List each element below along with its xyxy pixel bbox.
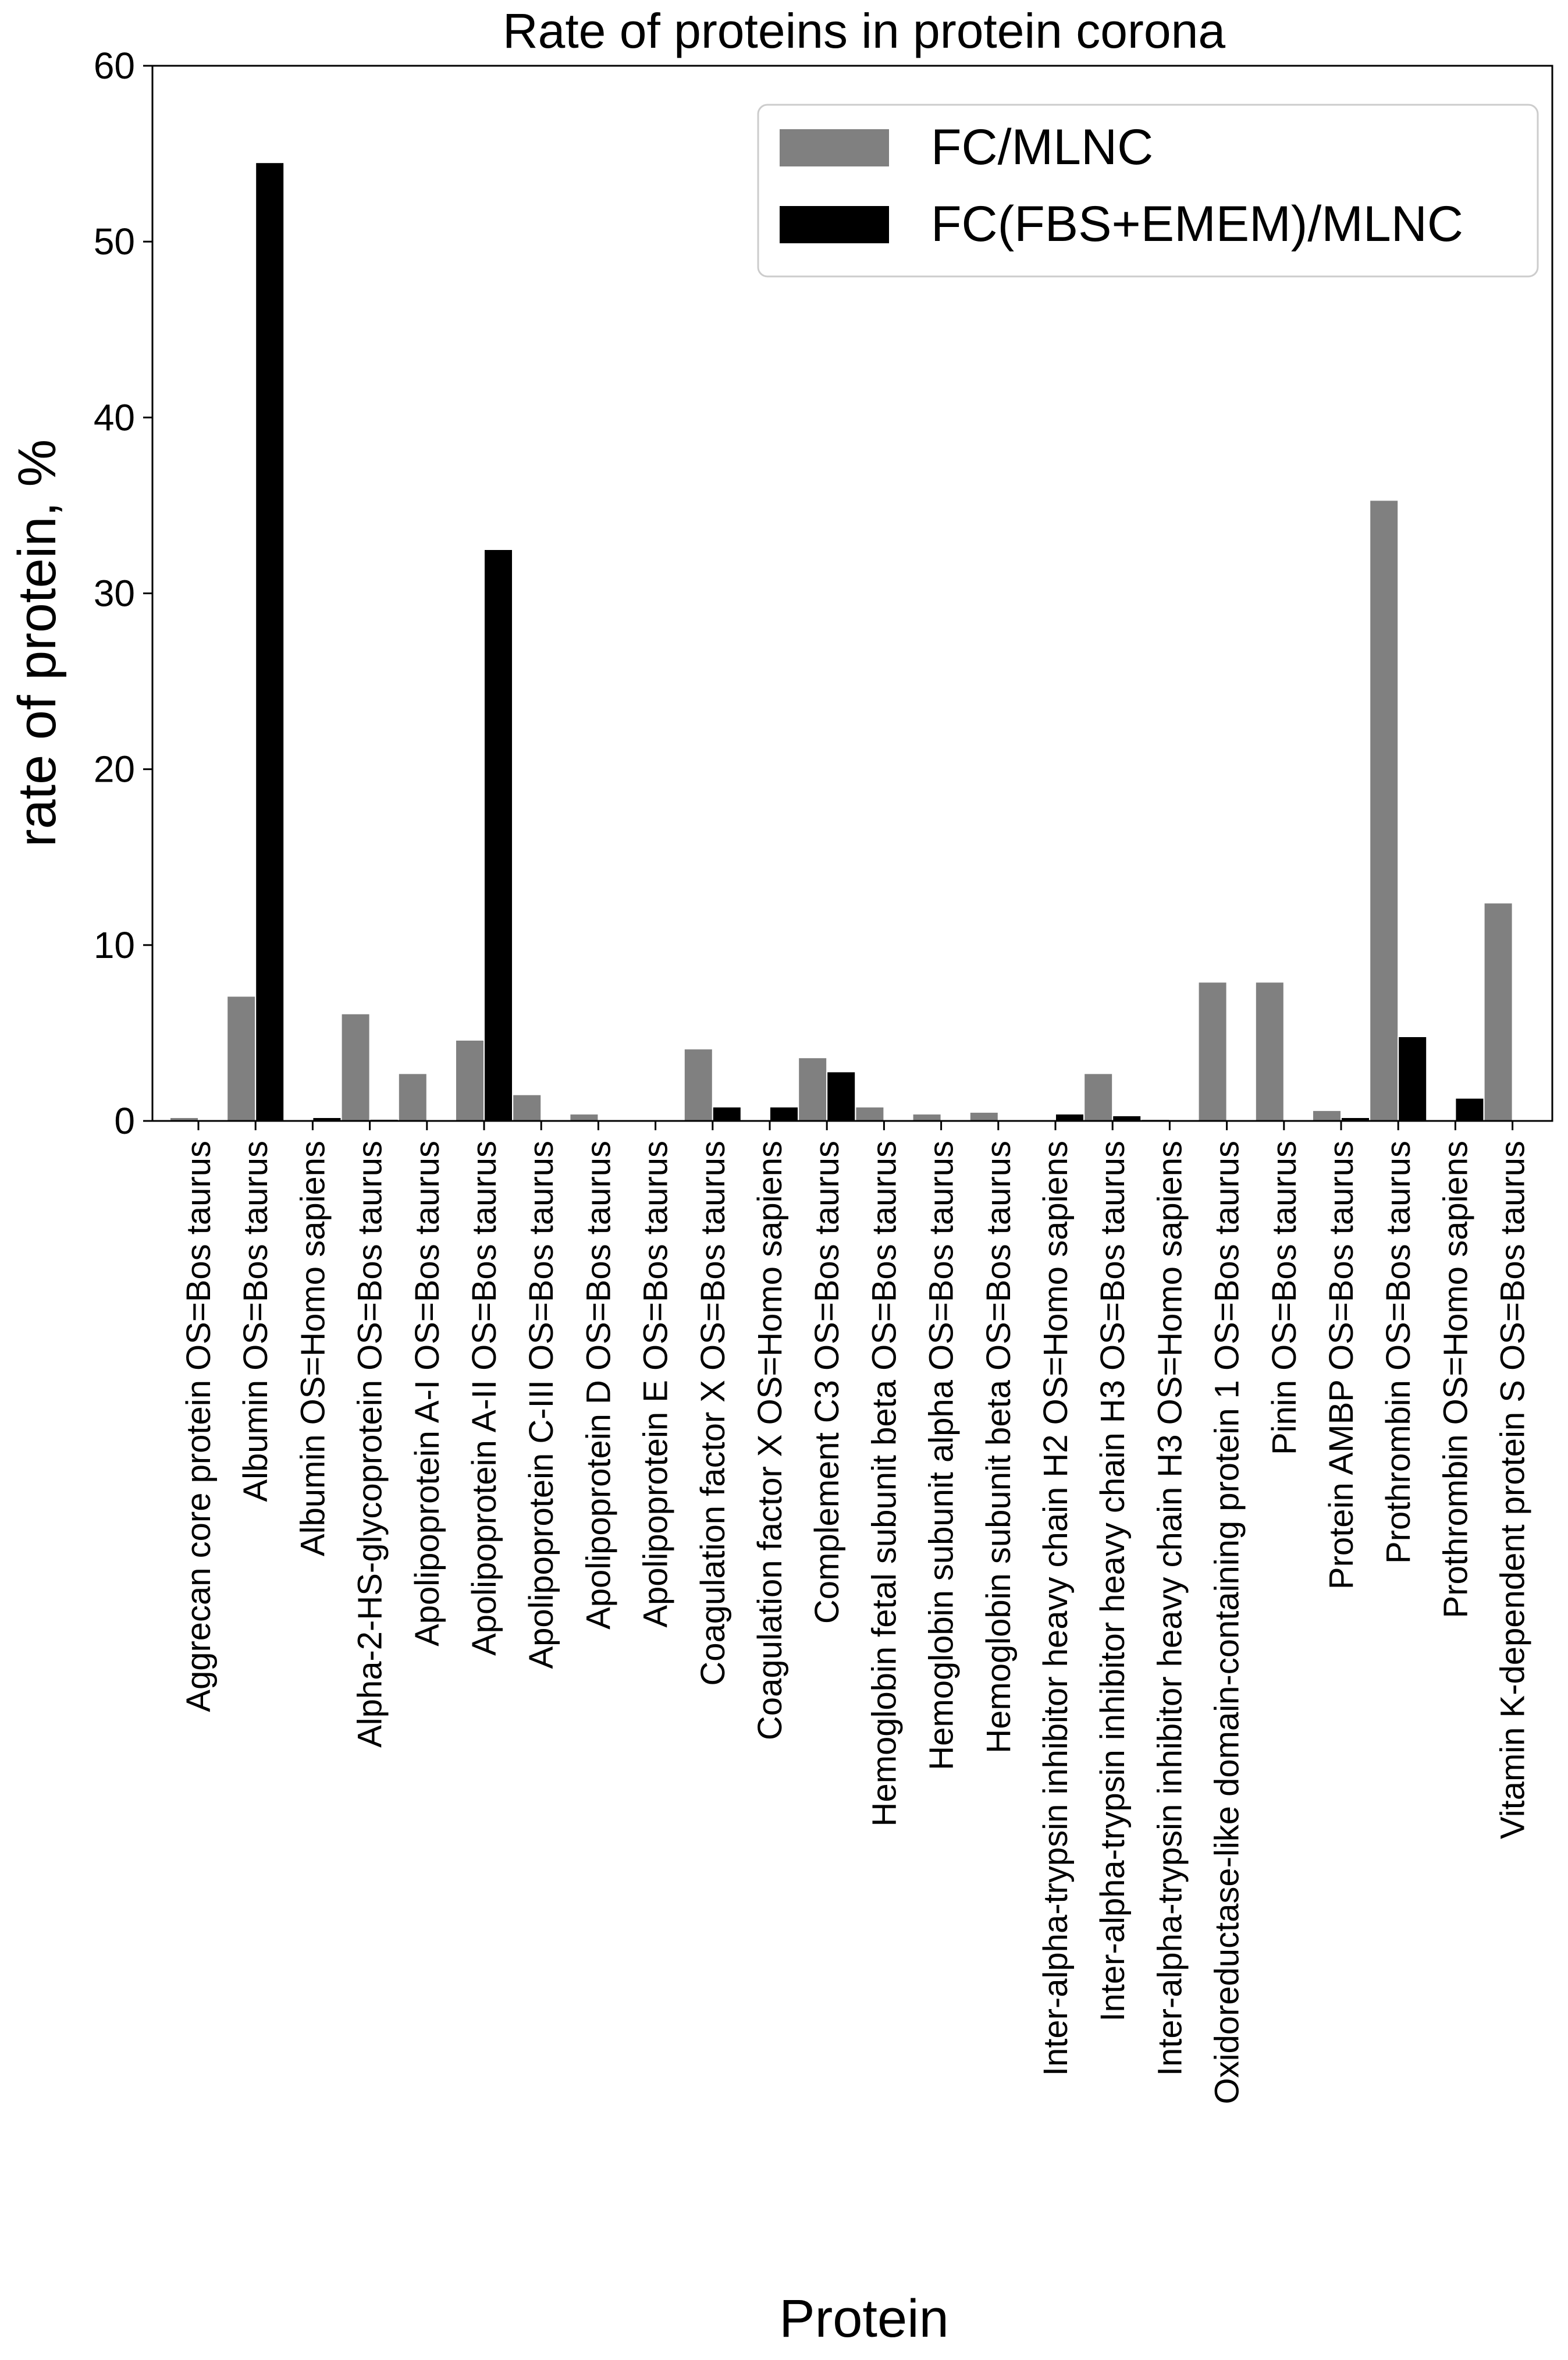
x-tick-label: Coagulation factor X OS=Bos taurus (694, 1141, 732, 1686)
bar-fc-fbs-emem-mlnc-11 (826, 1071, 856, 1122)
x-tick-label: Apolipoprotein D OS=Bos taurus (579, 1141, 617, 1630)
bar-fc-mlnc-6 (512, 1094, 542, 1122)
legend-swatch-1 (780, 206, 889, 243)
x-tick-label: Protein AMBP OS=Bos taurus (1322, 1141, 1360, 1589)
bar-fc-fbs-emem-mlnc-21 (1398, 1036, 1428, 1122)
axes-layer: 0 10 20 30 40 50 60 Aggrecan core protein OS=Bo… (94, 45, 1553, 2105)
x-tick-label: Apolipoprotein A-II OS=Bos taurus (465, 1141, 503, 1656)
x-tick-label: Prothrombin OS=Homo sapiens (1437, 1141, 1474, 1618)
legend-label: FC(FBS+EMEM)/MLNC (931, 196, 1463, 252)
bar-fc-mlnc-14 (969, 1111, 999, 1122)
bar-fc-mlnc-13 (912, 1113, 942, 1122)
legend-box (757, 104, 1539, 278)
bars-layer (169, 162, 1513, 1122)
x-tick-label: Inter-alpha-trypsin inhibitor heavy chai… (1037, 1141, 1075, 2076)
legend: FC/MLNC FC(FBS+EMEM)/MLNC (757, 104, 1539, 278)
y-axis-label: rate of protein, % (8, 439, 67, 847)
y-tick-label: 60 (94, 45, 135, 87)
bar-fc-fbs-emem-mlnc-10 (769, 1106, 799, 1122)
x-tick-label: Aggrecan core protein OS=Bos taurus (180, 1141, 218, 1712)
x-tick-label: Apolipoprotein E OS=Bos taurus (637, 1141, 675, 1628)
bar-fc-fbs-emem-mlnc-9 (712, 1106, 742, 1122)
bar-fc-mlnc-1 (226, 995, 257, 1122)
y-tick-label: 20 (94, 748, 135, 790)
bar-fc-mlnc-12 (855, 1106, 885, 1122)
x-tick-label: Inter-alpha-trypsin inhibitor heavy chai… (1094, 1141, 1132, 2022)
bar-fc-fbs-emem-mlnc-5 (483, 549, 513, 1122)
bar-fc-mlnc-7 (569, 1113, 599, 1122)
x-axis-label: Protein (779, 2289, 949, 2348)
bar-fc-fbs-emem-mlnc-1 (255, 162, 285, 1122)
x-tick-label: Coagulation factor X OS=Homo sapiens (751, 1141, 789, 1740)
bar-fc-mlnc-11 (798, 1057, 828, 1122)
bar-fc-mlnc-9 (683, 1048, 713, 1122)
y-tick-label: 50 (94, 221, 135, 262)
bar-fc-mlnc-19 (1254, 981, 1285, 1122)
legend-swatch-0 (780, 129, 889, 166)
bar-fc-mlnc-23 (1483, 902, 1513, 1122)
bar-fc-mlnc-4 (397, 1073, 428, 1122)
bar-fc-mlnc-21 (1369, 499, 1399, 1122)
bar-fc-mlnc-20 (1312, 1109, 1342, 1122)
bar-fc-mlnc-5 (455, 1039, 485, 1122)
x-tick-label: Inter-alpha-trypsin inhibitor heavy chai… (1151, 1141, 1189, 2076)
bar-fc-mlnc-18 (1197, 981, 1228, 1122)
x-tick-label: Complement C3 OS=Bos taurus (808, 1141, 846, 1624)
x-tick-label: Alpha-2-HS-glycoprotein OS=Bos taurus (351, 1141, 389, 1748)
x-tick-label: Hemoglobin subunit alpha OS=Bos taurus (923, 1141, 961, 1770)
x-tick-label: Apolipoprotein A-I OS=Bos taurus (408, 1141, 446, 1646)
y-tick-label: 40 (94, 396, 135, 438)
y-tick-label: 30 (94, 573, 135, 615)
x-tick-label: Hemoglobin fetal subunit beta OS=Bos tau… (865, 1141, 903, 1826)
x-tick-label: Albumin OS=Bos taurus (237, 1141, 275, 1502)
bar-fc-fbs-emem-mlnc-15 (1055, 1113, 1085, 1122)
x-tick-label: Pinin OS=Bos taurus (1265, 1141, 1303, 1455)
bar-fc-mlnc-16 (1083, 1073, 1114, 1122)
x-tick-label: Hemoglobin subunit beta OS=Bos taurus (980, 1141, 1018, 1754)
x-tick-label: Oxidoreductase-like domain-containing pr… (1208, 1141, 1246, 2105)
y-tick-label: 10 (94, 924, 135, 966)
chart-title: Rate of proteins in protein corona (503, 3, 1225, 58)
x-tick-label: Apolipoprotein C-III OS=Bos taurus (522, 1141, 560, 1669)
x-tick-label: Prothrombin OS=Bos taurus (1379, 1141, 1417, 1564)
x-tick-label: Vitamin K-dependent protein S OS=Bos tau… (1494, 1141, 1532, 1839)
legend-label: FC/MLNC (931, 119, 1153, 175)
bar-fc-fbs-emem-mlnc-22 (1455, 1097, 1485, 1122)
y-tick-label: 0 (114, 1100, 135, 1142)
x-tick-label: Albumin OS=Homo sapiens (294, 1141, 332, 1556)
bar-fc-mlnc-3 (340, 1013, 371, 1122)
